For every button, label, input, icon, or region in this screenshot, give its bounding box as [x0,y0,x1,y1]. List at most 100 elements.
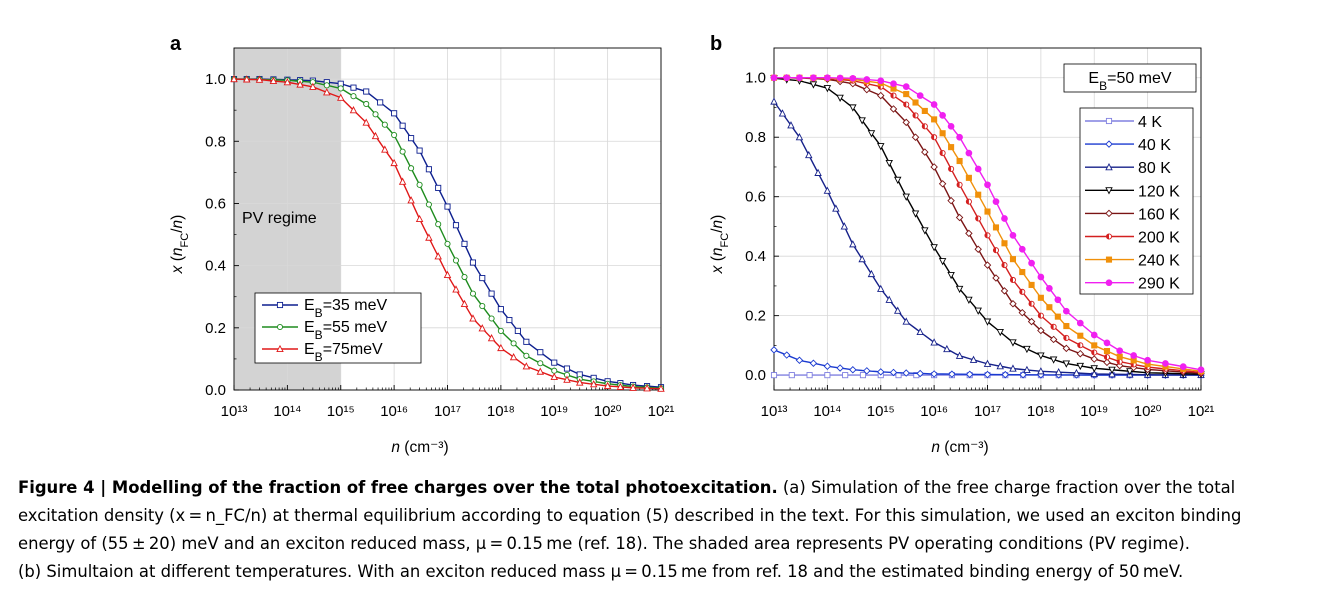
data-point [832,204,840,212]
caption-line-1: Figure 4 | Modelling of the fraction of … [18,474,1334,502]
data-point [842,372,849,379]
legend-item: 40 K [1085,137,1171,154]
data-point [362,118,370,126]
data-point [788,372,795,379]
data-point [975,191,982,198]
data-point [770,74,778,82]
data-point [1062,307,1070,315]
pv-regime-label: PV regime [242,210,317,227]
data-point [1037,367,1045,375]
data-point [930,244,938,252]
caption-line-2: excitation density (x = n_FC/n) at therm… [18,506,1242,525]
legend-label-rest: =55 meV [323,319,388,336]
legend-box [1079,107,1194,295]
caption-line-3: energy of (55 ± 20) meV and an exciton r… [18,534,1190,553]
data-point [916,327,924,336]
data-point-half [931,134,935,140]
legend: 4 K 40 K 80 K 120 K 160 K 200 K 240 K 290 K [1079,107,1194,295]
data-point [824,74,831,82]
data-point [938,258,947,266]
legend-label-sub: B [315,350,323,364]
data-point [921,148,929,156]
data-point [1197,366,1205,374]
data-point-half [984,232,988,238]
legend-item: 120 K [1085,183,1180,200]
data-point [1009,364,1017,372]
data-point [435,184,442,191]
legend-swatch-marker [1105,140,1113,148]
data-point [974,165,982,173]
figure-caption: Figure 4 | Modelling of the fraction of … [18,474,1334,586]
data-point [497,327,504,334]
series-eb-75mev [230,74,665,392]
y-tick-label: 0.2 [205,320,226,337]
y-tick-label: 0.6 [745,189,766,206]
data-point [1126,368,1134,376]
legend-label-rest: =75meV [323,341,383,358]
legend-label: EB=75meV [304,341,383,364]
y-axis-label-x: x [709,264,726,274]
data-point [390,158,398,167]
data-point [893,176,902,185]
legend-item: 4 K [1085,114,1162,131]
x-tick-label: 10¹⁶ [920,403,948,420]
data-point [885,159,893,168]
data-point [589,380,598,388]
data-point [425,166,432,173]
data-point [974,245,982,253]
data-point [921,123,928,130]
data-point [349,106,358,114]
data-point [877,284,885,292]
data-point [550,372,558,380]
data-point [537,349,544,356]
y-axis-label-slash: / [709,228,726,233]
data-point [814,168,822,176]
legend-label-sub: B [315,328,323,342]
y-axis-label-slash: / [169,228,186,233]
x-axis-label: n (cm⁻³) [391,439,448,456]
data-point [603,381,612,390]
data-point [398,177,407,185]
data-point [575,378,584,386]
data-point [1108,366,1116,374]
data-point [1019,370,1027,379]
data-point [859,372,867,379]
x-tick-label: 10¹⁸ [1027,403,1055,420]
legend-item: EB=55 meV [262,319,388,342]
data-point [956,133,963,141]
data-point [943,344,951,353]
data-point [408,135,415,142]
data-point [863,367,871,375]
data-point [877,91,885,100]
x-axis-label-var: n [391,439,400,456]
data-point [1001,262,1008,269]
data-point [1019,268,1026,276]
eb-label-text-rest: =50 meV [1107,70,1172,87]
data-point [965,229,973,238]
data-point [461,240,468,247]
data-point [296,80,304,88]
legend-swatch-marker [1105,163,1113,171]
data-point-half [890,92,894,99]
data-point [836,364,844,372]
data-point [1090,365,1098,373]
data-point [1076,319,1084,327]
data-point [506,316,513,324]
data-point-half [922,123,925,129]
data-point [435,221,442,228]
data-point [912,99,919,106]
data-point [1062,360,1071,368]
legend-label: 160 K [1138,206,1180,223]
data-point [867,269,876,278]
data-point [1049,335,1058,344]
data-point [1062,344,1071,353]
y-axis-label-n: n [169,247,186,256]
data-point [947,196,955,205]
legend-item: 290 K [1085,276,1180,293]
data-point [916,369,924,378]
data-point [902,118,910,127]
data-point [1116,347,1124,355]
data-point [902,83,910,91]
series-eb-35-mev [230,76,665,391]
data-point [1009,276,1017,284]
